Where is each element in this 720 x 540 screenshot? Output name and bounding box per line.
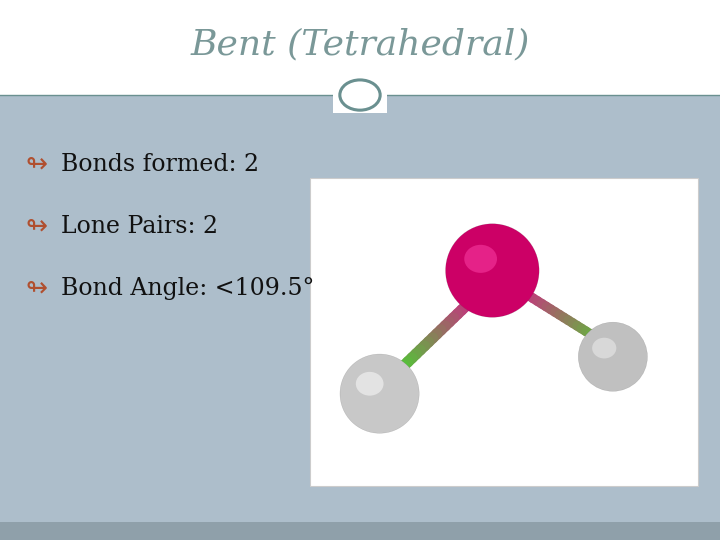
Ellipse shape: [356, 372, 384, 396]
Ellipse shape: [592, 338, 616, 359]
Text: Bent (Tetrahedral): Bent (Tetrahedral): [190, 28, 530, 62]
Bar: [333, 77, 387, 113]
Text: Bond Angle: <109.5°: Bond Angle: <109.5°: [61, 278, 315, 300]
Ellipse shape: [464, 245, 497, 273]
Text: ↬: ↬: [25, 152, 48, 178]
Bar: [0, 522, 720, 540]
Ellipse shape: [340, 354, 419, 433]
Text: Bonds formed: 2: Bonds formed: 2: [61, 153, 259, 176]
Text: ↬: ↬: [25, 214, 48, 240]
Ellipse shape: [446, 224, 539, 318]
Bar: [0, 0, 720, 94]
Ellipse shape: [578, 322, 647, 392]
Text: ↬: ↬: [25, 276, 48, 302]
Text: Lone Pairs: 2: Lone Pairs: 2: [61, 215, 218, 238]
Bar: [310, 178, 698, 486]
